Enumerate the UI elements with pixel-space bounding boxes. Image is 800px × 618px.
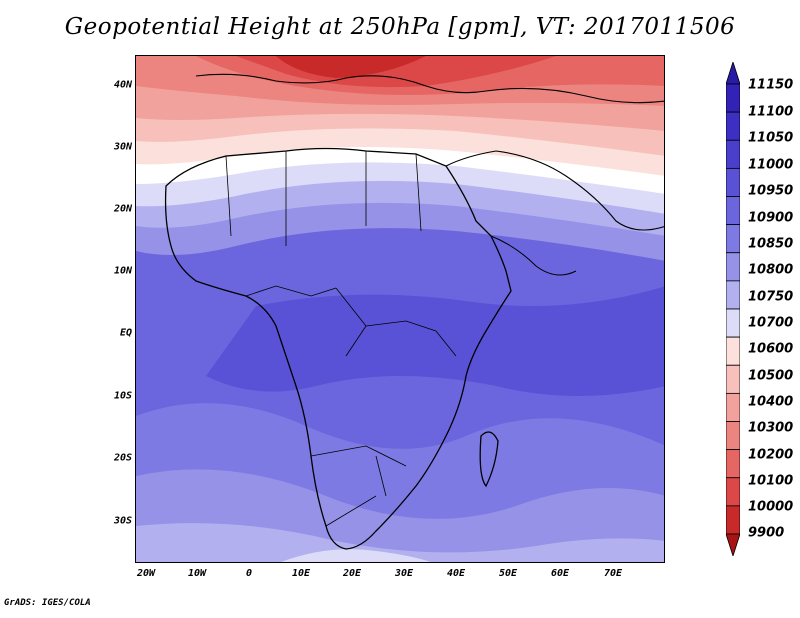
colorbar-segment-10800 <box>726 252 740 282</box>
lon-label-30e: 30E <box>394 568 414 579</box>
madagascar-coastline <box>479 431 499 488</box>
country-borders <box>225 151 457 527</box>
colorbar-segment-10700 <box>726 308 740 338</box>
colorbar-segment-10500 <box>726 364 740 394</box>
colorbar-label-9900: 9900 <box>748 525 785 541</box>
lon-label-20w: 20W <box>136 568 156 579</box>
lon-label-0: 0 <box>245 568 253 579</box>
colorbar-segment-11050 <box>726 111 740 141</box>
colorbar-bottom-triangle <box>726 533 740 556</box>
colorbar-label-11000: 11000 <box>748 157 794 173</box>
colorbar-label-11150: 11150 <box>748 77 794 93</box>
colorbar-top-triangle <box>726 62 740 85</box>
colorbar-label-10900: 10900 <box>748 210 794 226</box>
lat-label-10s: 10S <box>113 390 132 402</box>
colorbar-segment-10750 <box>726 280 740 310</box>
africa-coastline <box>164 147 512 550</box>
colorbar-segment-10600 <box>726 336 740 366</box>
colorbar-segment-10000 <box>726 505 740 535</box>
lat-label-40n: 40N <box>113 79 132 91</box>
credit-label: GrADS: IGES/COLA <box>4 598 91 608</box>
colorbar-label-10700: 10700 <box>748 315 794 331</box>
lat-label-30s: 30S <box>113 515 132 527</box>
colorbar-segment-10400 <box>726 392 740 422</box>
map-frame <box>135 55 665 563</box>
colorbar-label-10500: 10500 <box>748 368 794 384</box>
lon-label-10e: 10E <box>291 568 311 579</box>
field-10750-south <box>136 523 664 562</box>
colorbar-label-10300: 10300 <box>748 420 794 436</box>
colorbar-label-10000: 10000 <box>748 499 794 515</box>
colorbar-label-10100: 10100 <box>748 473 794 489</box>
colorbar-segment-10900 <box>726 196 740 226</box>
colorbar-label-10600: 10600 <box>748 341 794 357</box>
colorbar-label-10850: 10850 <box>748 236 794 252</box>
colorbar-segment-10950 <box>726 167 740 197</box>
lon-label-50e: 50E <box>498 568 518 579</box>
chart-title: Geopotential Height at 250hPa [gpm], VT:… <box>64 14 736 40</box>
colorbar-label-10750: 10750 <box>748 289 794 305</box>
colorbar-label-10200: 10200 <box>748 447 794 463</box>
lon-label-10w: 10W <box>187 568 207 579</box>
colorbar-label-10800: 10800 <box>748 262 794 278</box>
field-10000 <box>276 56 426 78</box>
lon-label-40e: 40E <box>446 568 466 579</box>
colorbar-label-11100: 11100 <box>748 104 794 120</box>
colorbar-label-11050: 11050 <box>748 130 794 146</box>
colorbar-segment-10100 <box>726 477 740 507</box>
lon-label-20e: 20E <box>342 568 362 579</box>
europe-coastline <box>195 73 664 104</box>
colorbar-segment-10850 <box>726 224 740 254</box>
lat-label-eq: EQ <box>119 327 132 339</box>
colorbar-segment-11100 <box>726 83 740 113</box>
lat-label-30n: 30N <box>113 141 132 153</box>
lat-label-20n: 20N <box>113 203 132 215</box>
colorbar <box>726 62 740 556</box>
colorbar-label-10950: 10950 <box>748 183 794 199</box>
gulf-of-aden-coastline <box>490 235 577 276</box>
field-10700-south <box>281 549 431 562</box>
lon-label-60e: 60E <box>550 568 570 579</box>
lat-label-20s: 20S <box>113 452 132 464</box>
lat-label-10n: 10N <box>113 265 132 277</box>
colorbar-segment-11000 <box>726 139 740 169</box>
field-10950 <box>206 286 664 396</box>
lon-label-70e: 70E <box>603 568 623 579</box>
colorbar-label-10400: 10400 <box>748 394 794 410</box>
arabia-coastline <box>445 150 664 231</box>
colorbar-segment-10200 <box>726 449 740 479</box>
map-field <box>136 56 664 562</box>
colorbar-segment-10300 <box>726 421 740 451</box>
